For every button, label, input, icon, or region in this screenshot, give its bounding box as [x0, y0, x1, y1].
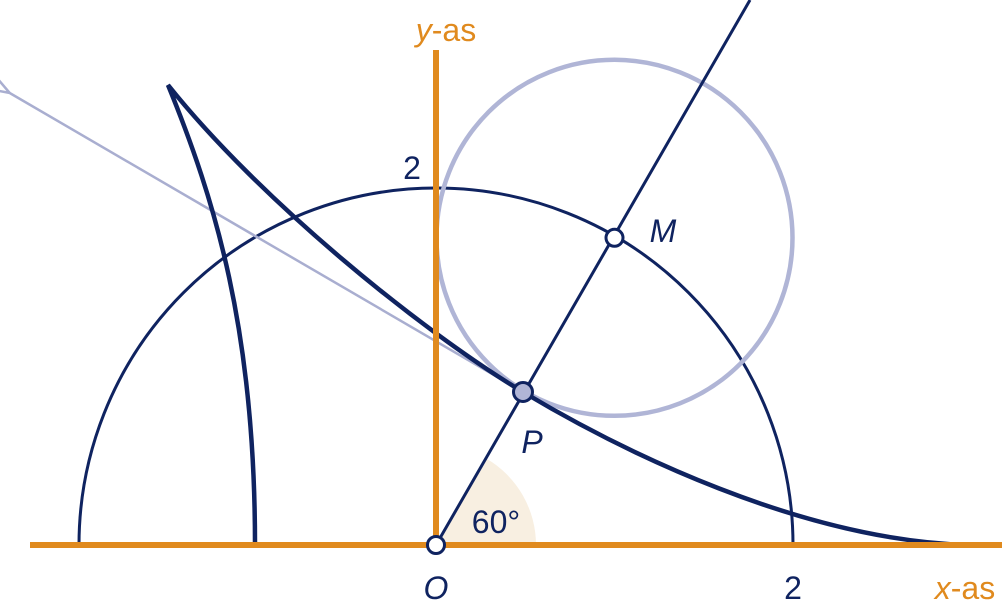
origin-label: O — [424, 570, 449, 603]
x-axis-label: x-as — [933, 570, 995, 603]
tangent-arrow — [8, 92, 524, 394]
point-m — [604, 227, 625, 248]
curve — [165, 83, 969, 548]
m-label: M — [650, 213, 677, 249]
angle-sector — [436, 458, 536, 545]
p-label: P — [521, 424, 543, 460]
y-tick-label: 2 — [403, 150, 421, 186]
y-axis-label: y-as — [414, 12, 476, 48]
point-p — [512, 381, 534, 403]
x-tick-label: 2 — [784, 570, 802, 603]
radial-line — [434, 0, 752, 546]
angle-label: 60° — [472, 504, 520, 540]
origin-point — [426, 535, 446, 555]
